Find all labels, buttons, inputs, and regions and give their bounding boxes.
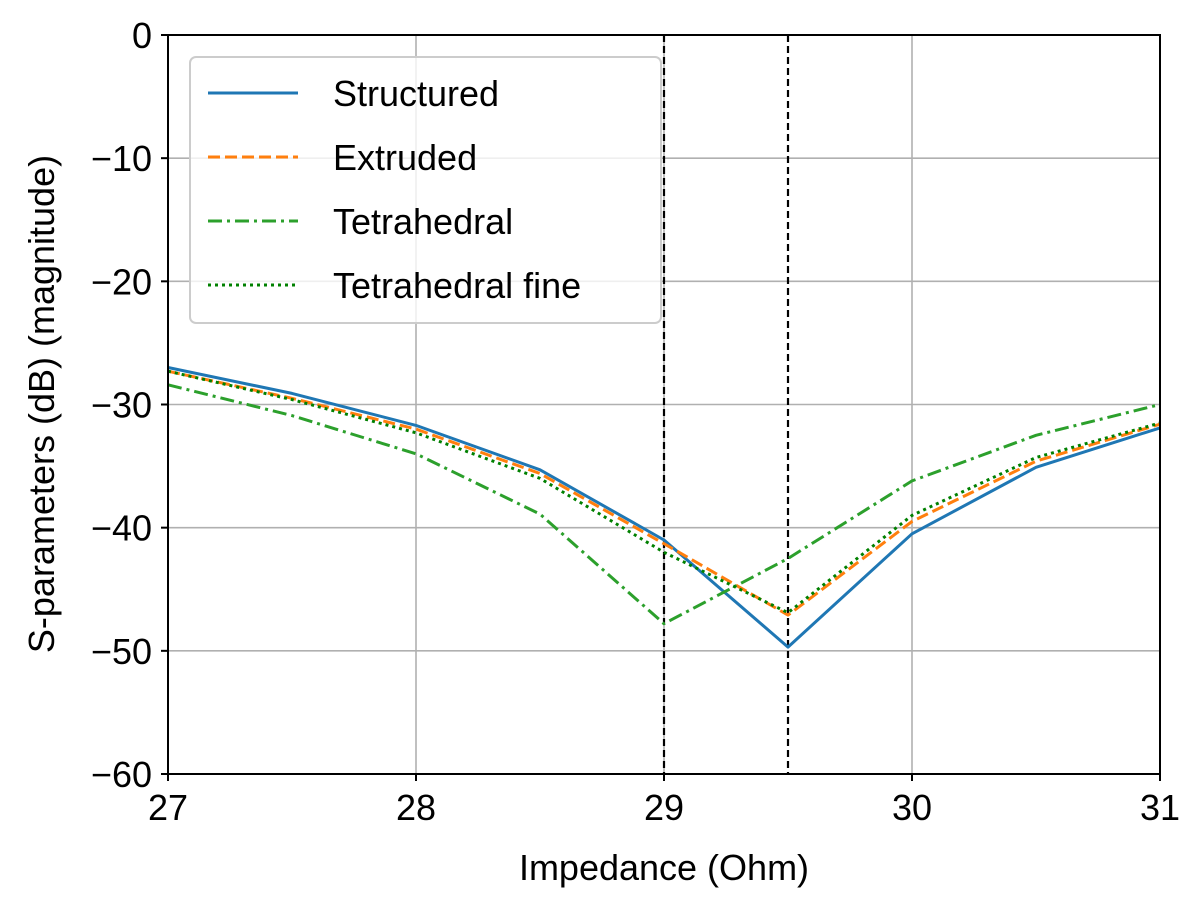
- x-tick-labels: 27 28 29 30 31: [148, 787, 1180, 828]
- reference-lines: [662, 35, 790, 774]
- legend-label: Structured: [333, 73, 499, 114]
- y-tick-label: 0: [132, 15, 152, 56]
- legend-label: Tetrahedral fine: [333, 265, 581, 306]
- y-tick-label: −60: [91, 754, 152, 795]
- x-tick-label: 28: [396, 787, 436, 828]
- y-tick-label: −50: [91, 631, 152, 672]
- series-line-tetrahedral: [167, 383, 1161, 626]
- series-lines: [167, 366, 1161, 649]
- tick-marks: [161, 34, 1161, 781]
- legend-label: Tetrahedral: [333, 201, 513, 242]
- x-tick-label: 27: [148, 787, 188, 828]
- y-tick-label: −20: [91, 261, 152, 302]
- y-tick-labels: 0 −10 −20 −30 −40 −50 −60: [91, 15, 152, 795]
- y-axis-label: S-parameters (dB) (magnitude): [21, 155, 62, 653]
- y-tick-label: −40: [91, 508, 152, 549]
- x-tick-label: 31: [1140, 787, 1180, 828]
- x-tick-label: 29: [644, 787, 684, 828]
- legend: Structured Extruded Tetrahedral Tetrahedral…: [189, 56, 662, 324]
- legend-box: [189, 56, 662, 324]
- y-tick-label: −10: [91, 138, 152, 179]
- y-tick-label: −30: [91, 385, 152, 426]
- x-axis-label: Impedance (Ohm): [519, 847, 809, 888]
- series-line-structured: [167, 366, 1161, 649]
- x-tick-label: 30: [892, 787, 932, 828]
- series-line-tetrahedral-fine: [167, 369, 1161, 615]
- legend-label: Extruded: [333, 137, 477, 178]
- series-line-extruded: [167, 369, 1161, 617]
